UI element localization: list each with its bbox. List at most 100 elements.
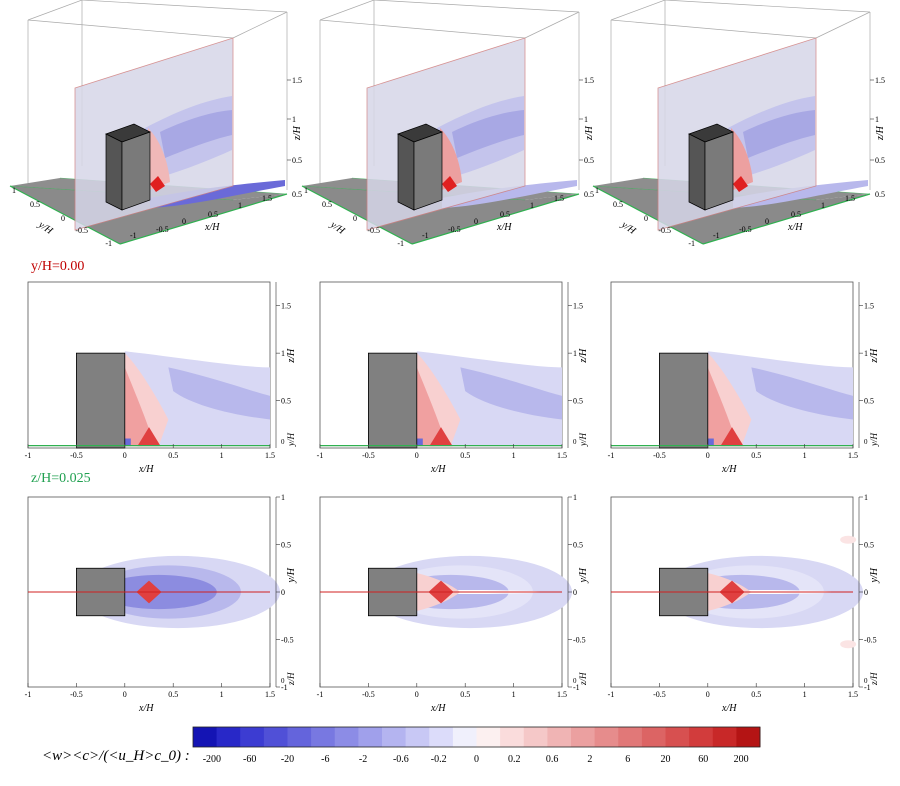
x-tick-label: 1 [512, 451, 516, 460]
y-tick-label: 1 [12, 186, 16, 195]
x-tick-label: -1 [608, 451, 615, 460]
colorbar-tick-label: 0.6 [546, 754, 559, 765]
y-tick-label: -0.5 [367, 226, 380, 235]
z-axis-label: z/H [875, 125, 886, 141]
bounding-box-edge [524, 11, 580, 39]
colorbar-swatch [618, 727, 643, 747]
floor-edge-right [702, 193, 871, 245]
z-tick-label: 0.5 [875, 156, 885, 165]
colorbar-swatch [358, 727, 383, 747]
colorbar-swatch [665, 727, 690, 747]
x-tick-label: 0.5 [208, 210, 218, 219]
z-edge-axis-label: z/H [578, 672, 588, 686]
x-tick-label: 0.5 [500, 210, 510, 219]
floor-wake-contour [733, 180, 868, 208]
colorbar-tick-label: 60 [698, 754, 708, 765]
x-tick-label: 0 [706, 451, 710, 460]
colorbar-swatch [287, 727, 312, 747]
row-label-vertical-text: y/H=0.00 [31, 259, 85, 274]
z-tick-label: 1.5 [584, 76, 594, 85]
x-tick-label: -1 [25, 690, 32, 699]
floor-edge-front [9, 185, 121, 245]
colorbar-tick-label: 0 [474, 754, 479, 765]
z-tick-label: 1 [292, 115, 296, 124]
source-contour [733, 176, 748, 192]
x-tick-label: 1 [803, 451, 807, 460]
y-edge-axis-label: y/H [286, 433, 296, 447]
y-tick-label: -0.5 [75, 226, 88, 235]
plane-wake-contour-medium [452, 110, 524, 158]
colorbar: -200 -60 -20 -6 -2 -0.6 -0.2 0 0.2 0.6 2 6 20 60 200 [192, 726, 761, 765]
x-tick-label: 1.5 [557, 451, 567, 460]
y-tick-label: 1 [595, 186, 599, 195]
x-tick-label: -0.5 [362, 690, 375, 699]
x-tick-label: 1.5 [265, 690, 275, 699]
x-tick-label: 1.5 [557, 690, 567, 699]
z-tick-label: 0.5 [281, 397, 291, 406]
z-edge-axis-label: z/H [869, 672, 879, 686]
x-tick-label: 0 [182, 217, 186, 226]
colorbar-label-text: <w><c>/(<u_H>c_0) : [42, 748, 190, 764]
colorbar-swatch [334, 727, 359, 747]
colorbar-tick-label: -200 [203, 754, 221, 765]
x-tick-label: 1.5 [262, 194, 272, 203]
y-tick-label: 1 [864, 493, 868, 502]
floor-wake-contour [150, 180, 285, 208]
vertical-panel-1: -1 -0.5 0 0.5 1 1.5 x/H 0.5 1 1.5 0 z/H y/H [25, 281, 297, 475]
bounding-box-edge [27, 0, 83, 21]
lee-contour-medium [124, 367, 149, 447]
x-tick-label: 0 [765, 217, 769, 226]
y-tick-label: -0.5 [573, 636, 586, 645]
z-tick-label: 0.5 [573, 397, 583, 406]
z-tick-label: 1 [875, 115, 879, 124]
colorbar-swatch [452, 727, 477, 747]
x-tick-label: 1.5 [265, 451, 275, 460]
y-tick-label: -1 [688, 239, 695, 248]
bounding-box-edge [232, 11, 288, 39]
x-tick-label: -0.5 [70, 690, 83, 699]
z-tick-label: 1.5 [292, 76, 302, 85]
x-tick-label: 0.5 [168, 451, 178, 460]
x-axis-label: x/H [721, 464, 737, 475]
base-blue-strip [416, 438, 423, 447]
x-axis-label: x/H [430, 464, 446, 475]
x-tick-label: 1.5 [554, 194, 564, 203]
edge-tick-label: 0.5 [584, 190, 594, 199]
colorbar-tick-label: -60 [243, 754, 256, 765]
colorbar-tick-label: -0.6 [393, 754, 409, 765]
x-axis-label: x/H [204, 222, 220, 233]
x-tick-label: 0 [415, 690, 419, 699]
colorbar-swatch [547, 727, 572, 747]
edge-contour-top [840, 535, 857, 544]
edge-tick-label: 0 [864, 677, 868, 685]
y-tick-label: 0 [864, 588, 868, 597]
x-tick-label: 1.5 [848, 690, 858, 699]
source-contour [429, 427, 453, 447]
x-axis-label: x/H [430, 703, 446, 714]
y-edge-axis-label: y/H [578, 433, 588, 447]
x-tick-label: 1 [220, 690, 224, 699]
building-block [76, 352, 126, 449]
z-tick-label: 0.5 [584, 156, 594, 165]
floor-wake-contour [442, 180, 577, 208]
x-tick-label: -1 [422, 231, 429, 240]
colorbar-swatch [712, 727, 737, 747]
y-tick-label: 1 [304, 186, 308, 195]
x-tick-label: 0.5 [751, 451, 761, 460]
y-axis-label: y/H [578, 567, 589, 583]
colorbar-tick-label: -0.2 [431, 754, 447, 765]
colorbar-tick-label: 6 [625, 754, 630, 765]
source-contour [720, 427, 744, 447]
colorbar-label: <w><c>/(<u_H>c_0) : [42, 748, 190, 765]
x-axis-label: x/H [721, 703, 737, 714]
wake-contour-medium [460, 367, 562, 420]
y-tick-label: 0.5 [864, 541, 874, 550]
colorbar-swatch [523, 727, 548, 747]
building-front-face [413, 131, 443, 211]
z-axis-label: z/H [292, 125, 303, 141]
x-tick-label: -0.5 [362, 451, 375, 460]
colorbar-swatch [476, 727, 501, 747]
x-tick-label: 0.5 [751, 690, 761, 699]
y-tick-label: 1 [281, 493, 285, 502]
